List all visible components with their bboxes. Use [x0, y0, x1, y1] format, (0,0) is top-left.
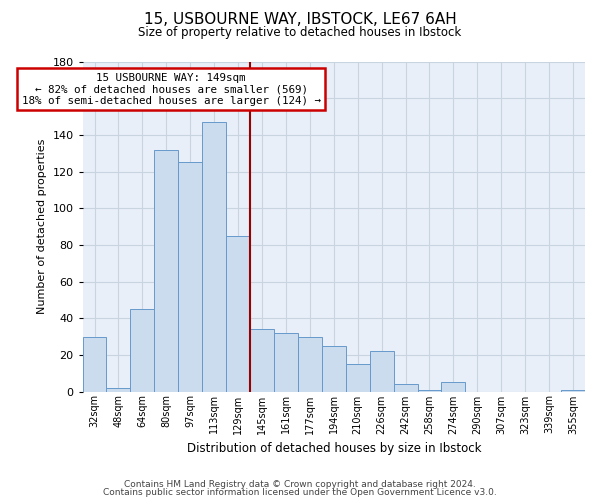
- Bar: [274, 333, 298, 392]
- Bar: [106, 388, 130, 392]
- Bar: [298, 336, 322, 392]
- Y-axis label: Number of detached properties: Number of detached properties: [37, 139, 47, 314]
- Bar: [83, 336, 106, 392]
- Bar: [322, 346, 346, 392]
- Bar: [250, 329, 274, 392]
- Bar: [561, 390, 585, 392]
- Bar: [370, 351, 394, 392]
- Bar: [226, 236, 250, 392]
- Bar: [130, 309, 154, 392]
- Bar: [442, 382, 466, 392]
- Text: Contains public sector information licensed under the Open Government Licence v3: Contains public sector information licen…: [103, 488, 497, 497]
- Bar: [202, 122, 226, 392]
- Bar: [178, 162, 202, 392]
- Text: 15, USBOURNE WAY, IBSTOCK, LE67 6AH: 15, USBOURNE WAY, IBSTOCK, LE67 6AH: [143, 12, 457, 28]
- X-axis label: Distribution of detached houses by size in Ibstock: Distribution of detached houses by size …: [187, 442, 481, 455]
- Bar: [418, 390, 442, 392]
- Bar: [346, 364, 370, 392]
- Text: Size of property relative to detached houses in Ibstock: Size of property relative to detached ho…: [139, 26, 461, 39]
- Bar: [394, 384, 418, 392]
- Text: Contains HM Land Registry data © Crown copyright and database right 2024.: Contains HM Land Registry data © Crown c…: [124, 480, 476, 489]
- Text: 15 USBOURNE WAY: 149sqm
← 82% of detached houses are smaller (569)
18% of semi-d: 15 USBOURNE WAY: 149sqm ← 82% of detache…: [22, 72, 320, 106]
- Bar: [154, 150, 178, 392]
